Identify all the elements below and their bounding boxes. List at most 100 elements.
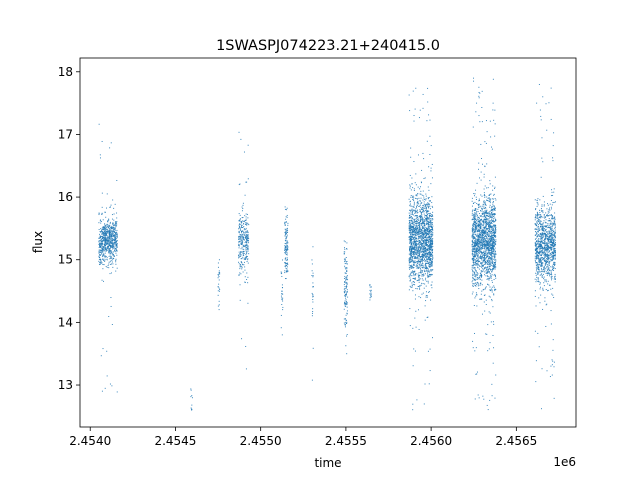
data-point bbox=[107, 247, 109, 249]
data-point bbox=[483, 398, 485, 400]
data-point bbox=[478, 234, 480, 236]
data-point bbox=[494, 251, 496, 253]
data-point bbox=[190, 396, 192, 398]
data-point bbox=[552, 239, 554, 241]
data-point bbox=[419, 267, 421, 269]
data-point bbox=[487, 255, 489, 257]
data-point bbox=[414, 215, 416, 217]
data-point bbox=[105, 233, 107, 235]
data-point bbox=[430, 229, 432, 231]
data-point bbox=[553, 224, 555, 226]
data-point bbox=[370, 295, 372, 297]
data-point bbox=[475, 254, 477, 256]
data-point bbox=[238, 241, 240, 243]
data-point bbox=[238, 251, 240, 253]
data-point bbox=[480, 232, 482, 234]
data-point bbox=[104, 248, 106, 250]
data-point bbox=[412, 247, 414, 249]
data-point bbox=[432, 245, 434, 247]
data-point bbox=[426, 221, 428, 223]
data-point bbox=[419, 245, 421, 247]
data-point bbox=[489, 220, 491, 222]
data-point bbox=[239, 223, 241, 225]
data-point bbox=[411, 212, 413, 214]
data-point bbox=[488, 268, 490, 270]
data-point bbox=[100, 239, 102, 241]
data-point bbox=[104, 211, 106, 213]
data-point bbox=[475, 250, 477, 252]
data-point bbox=[488, 227, 490, 229]
data-point bbox=[480, 258, 482, 260]
data-point bbox=[411, 251, 413, 253]
data-point bbox=[424, 243, 426, 245]
data-point bbox=[429, 259, 431, 261]
data-point bbox=[416, 210, 418, 212]
data-point bbox=[473, 202, 475, 204]
data-point bbox=[281, 297, 283, 299]
data-point bbox=[346, 312, 348, 314]
data-point bbox=[286, 271, 288, 273]
data-point bbox=[408, 229, 410, 231]
data-point bbox=[487, 261, 489, 263]
data-point bbox=[415, 241, 417, 243]
data-point bbox=[418, 237, 420, 239]
data-point bbox=[418, 279, 420, 281]
data-point bbox=[431, 281, 433, 283]
data-point bbox=[488, 244, 490, 246]
data-point bbox=[488, 251, 490, 253]
data-point bbox=[102, 250, 104, 252]
data-point bbox=[431, 261, 433, 263]
data-point bbox=[286, 248, 288, 250]
data-point bbox=[477, 221, 479, 223]
data-point bbox=[473, 278, 475, 280]
data-point bbox=[494, 256, 496, 258]
data-point bbox=[416, 234, 418, 236]
data-point bbox=[420, 212, 422, 214]
data-point bbox=[492, 185, 494, 187]
data-point bbox=[416, 195, 418, 197]
data-point bbox=[104, 240, 106, 241]
data-point bbox=[480, 236, 482, 238]
data-point bbox=[489, 259, 491, 261]
data-point bbox=[241, 268, 243, 270]
data-point bbox=[494, 188, 496, 190]
data-point bbox=[99, 249, 101, 251]
data-point bbox=[239, 220, 241, 222]
data-point bbox=[432, 255, 434, 257]
data-point bbox=[110, 229, 112, 231]
data-point bbox=[417, 279, 419, 281]
data-point bbox=[419, 200, 421, 202]
data-point bbox=[413, 231, 415, 233]
data-point bbox=[413, 204, 415, 206]
data-point bbox=[475, 260, 477, 262]
data-point bbox=[114, 241, 116, 243]
data-point bbox=[476, 215, 478, 217]
data-point bbox=[412, 270, 414, 272]
data-point bbox=[536, 215, 538, 217]
data-point bbox=[473, 259, 475, 261]
data-point bbox=[427, 222, 429, 224]
data-point bbox=[115, 235, 117, 237]
data-point bbox=[491, 206, 493, 208]
data-point bbox=[116, 222, 118, 224]
data-point bbox=[425, 244, 427, 246]
data-point bbox=[103, 243, 105, 245]
data-point bbox=[108, 229, 110, 231]
data-point bbox=[247, 178, 249, 180]
data-point bbox=[414, 262, 416, 264]
data-point bbox=[110, 230, 112, 232]
data-point bbox=[116, 221, 118, 223]
data-point bbox=[408, 94, 410, 96]
data-point bbox=[493, 233, 495, 235]
data-point bbox=[408, 223, 410, 225]
data-point bbox=[238, 256, 240, 258]
data-point bbox=[286, 249, 288, 251]
data-point bbox=[486, 404, 488, 406]
data-point bbox=[487, 324, 489, 326]
data-point bbox=[490, 243, 492, 245]
data-point bbox=[242, 241, 244, 243]
data-point bbox=[429, 348, 431, 350]
data-point bbox=[490, 251, 492, 253]
data-point bbox=[311, 263, 313, 265]
data-point bbox=[115, 226, 117, 228]
